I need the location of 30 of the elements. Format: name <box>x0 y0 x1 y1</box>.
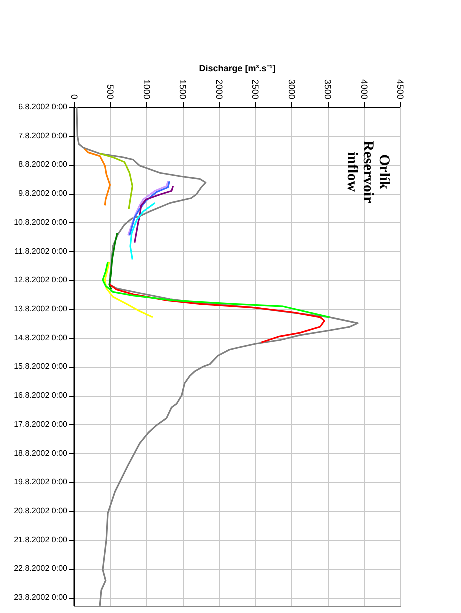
y-tick-label: 7.8.2002 0:00 <box>18 131 68 140</box>
y-tick-label: 6.8.2002 0:00 <box>18 102 68 112</box>
x-tick-label: 3500 <box>323 79 334 100</box>
y-tick-label: 23.8.2002 0:00 <box>14 593 68 602</box>
x-tick-label: 500 <box>106 84 116 100</box>
y-tick-label: 22.8.2002 0:00 <box>14 564 68 574</box>
y-tick-label: 15.8.2002 0:00 <box>14 362 68 372</box>
y-tick-label: 12.8.2002 0:00 <box>14 276 68 285</box>
x-tick-label: 2000 <box>214 79 224 100</box>
y-tick-label: 16.8.2002 0:00 <box>14 391 68 400</box>
x-tick-label: 1000 <box>142 79 152 100</box>
y-tick-label: 20.8.2002 0:00 <box>14 506 68 516</box>
y-tick-label: 11.8.2002 0:00 <box>14 246 68 256</box>
y-tick-label: 21.8.2002 0:00 <box>14 535 68 544</box>
y-tick-label: 10.8.2002 0:00 <box>14 218 68 227</box>
x-tick-label: 3000 <box>286 79 297 100</box>
x-tick-label: 1500 <box>178 79 188 100</box>
text: Orlík Reservoir inflow <box>344 140 392 204</box>
x-axis-title: Discharge [m³.s⁻¹] <box>199 63 276 74</box>
y-tick-label: 8.8.2002 0:00 <box>18 160 68 170</box>
x-tick-label: 4000 <box>359 79 370 100</box>
y-tick-label: 14.8.2002 0:00 <box>14 333 68 342</box>
y-tick-label: 13.8.2002 0:00 <box>14 304 68 314</box>
x-tick-label: 0 <box>70 94 80 100</box>
y-tick-label: 19.8.2002 0:00 <box>14 478 68 487</box>
y-tick-label: 17.8.2002 0:00 <box>14 420 68 429</box>
y-tick-label: 9.8.2002 0:00 <box>18 189 68 198</box>
x-tick-label: 4500 <box>396 79 406 100</box>
y-tick-label: 18.8.2002 0:00 <box>14 448 68 458</box>
x-tick-label: 2500 <box>250 79 261 100</box>
